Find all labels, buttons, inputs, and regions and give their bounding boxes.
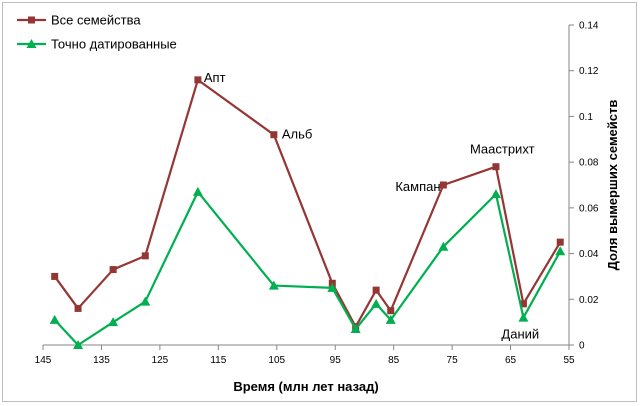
y-tick-label: 0.08	[579, 158, 599, 169]
x-tick-label: 95	[330, 355, 342, 366]
x-tick-label: 85	[388, 355, 400, 366]
data-point-square	[141, 252, 149, 260]
data-point-triangle	[73, 340, 84, 349]
x-tick-label: 135	[93, 355, 110, 366]
data-point-square	[439, 181, 447, 189]
y-tick-label: 0.06	[579, 203, 599, 214]
data-point-square	[51, 272, 59, 280]
data-point-triangle	[192, 186, 203, 196]
legend-label-all-families: Все семейства	[51, 13, 141, 28]
y-tick-label: 0.04	[579, 249, 599, 260]
x-tick-label: 105	[268, 355, 285, 366]
data-point-square	[372, 286, 380, 294]
x-tick-label: 145	[35, 355, 52, 366]
x-tick-label: 65	[505, 355, 517, 366]
y-tick-label: 0.12	[579, 66, 599, 77]
data-point-square	[519, 300, 527, 308]
legend: Все семейства Точно датированные	[17, 13, 177, 52]
legend-label-dated: Точно датированные	[51, 37, 177, 52]
data-point-triangle	[350, 324, 361, 333]
legend-item-dated: Точно датированные	[17, 37, 177, 52]
annotation-label: Маастрихт	[470, 142, 535, 157]
data-point-square	[556, 238, 564, 246]
data-point-triangle	[108, 317, 119, 327]
data-point-square	[194, 76, 202, 84]
data-point-triangle	[49, 314, 60, 324]
x-tick-label: 75	[447, 355, 459, 366]
data-point-triangle	[518, 312, 529, 322]
x-tick-label: 115	[210, 355, 226, 366]
data-point-triangle	[371, 298, 382, 308]
x-tick-label: 125	[152, 355, 169, 366]
data-point-square	[387, 307, 395, 315]
data-point-triangle	[490, 189, 501, 199]
data-point-square	[109, 266, 117, 274]
chart-frame: 145 135 125 115 105 95 85 75 65 55 0 0.02 0.04 0.06 0…	[2, 2, 637, 402]
data-point-triangle	[555, 246, 566, 256]
series-line	[53, 190, 562, 347]
x-axis-ticks: 145 135 125 115 105 95 85 75 65 55	[35, 345, 575, 366]
line-chart: 145 135 125 115 105 95 85 75 65 55 00.020.040.060…	[17, 13, 620, 394]
data-point-square	[74, 304, 82, 312]
legend-square-marker	[28, 16, 35, 24]
period-annotations: Апт Альб Кампан Маастрихт Даний	[204, 70, 539, 342]
data-point-triangle	[385, 314, 396, 324]
x-axis-title: Время (млн лет назад)	[233, 379, 378, 394]
data-point-triangle	[140, 296, 151, 306]
legend-item-all-families: Все семейства	[17, 13, 141, 28]
data-point-square	[492, 163, 500, 171]
y-tick-label: 0.02	[579, 295, 599, 306]
axes	[43, 25, 570, 346]
annotation-label: Альб	[282, 127, 312, 142]
annotation-label: Кампан	[395, 179, 440, 194]
data-series	[49, 76, 566, 349]
series-line	[53, 78, 562, 328]
y-axis-title: Доля вымерших семейств	[605, 100, 620, 271]
series-dated	[49, 186, 566, 349]
annotation-label: Апт	[204, 70, 226, 85]
y-tick-label: 0.14	[579, 21, 599, 32]
data-point-triangle	[327, 282, 338, 292]
y-tick-label: 0	[579, 341, 585, 352]
x-tick-label: 55	[563, 355, 575, 366]
data-point-square	[270, 131, 278, 139]
annotation-label: Даний	[501, 327, 539, 342]
legend-triangle-marker	[26, 39, 37, 48]
y-tick-label: 0.1	[579, 112, 593, 123]
data-point-triangle	[438, 241, 449, 251]
y-axis-ticks: 0 0.02 0.04 0.06 0.08 0.1 0.12 0.14	[569, 21, 599, 352]
data-point-triangle	[268, 280, 279, 290]
